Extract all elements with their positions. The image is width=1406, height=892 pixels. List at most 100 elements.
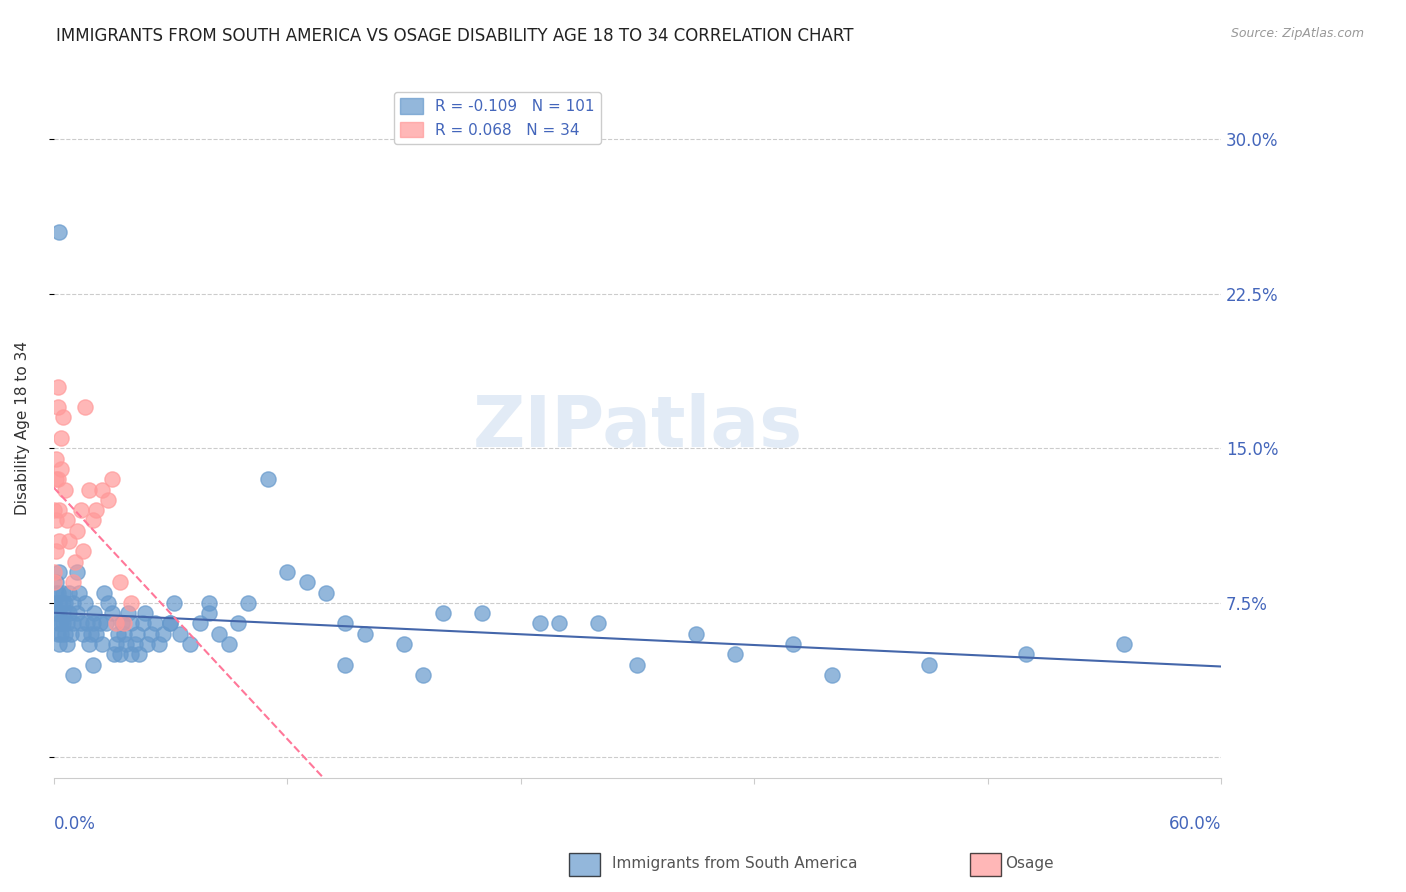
Text: ZIPatlas: ZIPatlas — [472, 393, 803, 462]
Point — [97, 596, 120, 610]
Point — [51, 462, 73, 476]
Point — [120, 648, 142, 662]
Point — [198, 596, 221, 610]
Point — [58, 585, 80, 599]
Point — [45, 472, 67, 486]
Point — [51, 627, 73, 641]
Point — [94, 616, 117, 631]
Point — [48, 606, 70, 620]
Point — [52, 616, 75, 631]
Point — [208, 627, 231, 641]
Point — [48, 596, 70, 610]
Text: Source: ZipAtlas.com: Source: ZipAtlas.com — [1230, 27, 1364, 40]
Point — [42, 575, 65, 590]
Point — [685, 627, 707, 641]
Point — [97, 492, 120, 507]
Point — [111, 616, 134, 631]
Point — [101, 472, 124, 486]
Point — [93, 585, 115, 599]
Point — [179, 637, 201, 651]
Point — [91, 483, 114, 497]
Point — [132, 616, 155, 631]
Point — [91, 637, 114, 651]
Point — [66, 524, 89, 538]
Point — [58, 606, 80, 620]
Point — [104, 637, 127, 651]
Point — [148, 637, 170, 651]
Point — [120, 616, 142, 631]
Point — [66, 565, 89, 579]
Point — [139, 627, 162, 641]
Point — [48, 534, 70, 549]
Point — [471, 606, 494, 620]
Point — [152, 627, 174, 641]
Point — [82, 657, 104, 672]
Point — [62, 616, 84, 631]
Point — [432, 606, 454, 620]
Text: 60.0%: 60.0% — [1168, 815, 1220, 833]
Point — [67, 585, 90, 599]
Point — [104, 616, 127, 631]
Point — [354, 627, 377, 641]
Point — [76, 616, 98, 631]
Point — [1112, 637, 1135, 651]
Point — [218, 637, 240, 651]
Point — [73, 400, 96, 414]
Point — [112, 616, 135, 631]
Point — [82, 616, 104, 631]
Point — [134, 606, 156, 620]
Text: Immigrants from South America: Immigrants from South America — [612, 856, 858, 871]
Point — [77, 637, 100, 651]
Point — [45, 585, 67, 599]
Point — [83, 606, 105, 620]
Point — [70, 503, 93, 517]
Point — [45, 544, 67, 558]
Point — [82, 513, 104, 527]
Point — [821, 668, 844, 682]
Point — [45, 451, 67, 466]
Point — [62, 575, 84, 590]
Point — [108, 575, 131, 590]
Point — [198, 606, 221, 620]
Point — [45, 513, 67, 527]
Point — [72, 544, 94, 558]
Point — [169, 627, 191, 641]
Point — [66, 606, 89, 620]
Point — [63, 555, 86, 569]
Point — [188, 616, 211, 631]
Point — [117, 606, 139, 620]
Point — [256, 472, 278, 486]
Point — [108, 648, 131, 662]
Point — [56, 637, 79, 651]
Point — [238, 596, 260, 610]
Point — [276, 565, 298, 579]
Point — [51, 616, 73, 631]
Point — [46, 616, 69, 631]
Point — [73, 596, 96, 610]
Point — [163, 596, 186, 610]
Point — [626, 657, 648, 672]
Point — [53, 483, 76, 497]
Point — [412, 668, 434, 682]
Y-axis label: Disability Age 18 to 34: Disability Age 18 to 34 — [15, 341, 30, 515]
Point — [723, 648, 745, 662]
Point — [42, 565, 65, 579]
Point — [782, 637, 804, 651]
Point — [72, 627, 94, 641]
Point — [52, 585, 75, 599]
Point — [86, 627, 108, 641]
Point — [46, 379, 69, 393]
Point — [45, 575, 67, 590]
Point — [136, 637, 159, 651]
Point — [101, 606, 124, 620]
Text: IMMIGRANTS FROM SOUTH AMERICA VS OSAGE DISABILITY AGE 18 TO 34 CORRELATION CHART: IMMIGRANTS FROM SOUTH AMERICA VS OSAGE D… — [56, 27, 853, 45]
Point — [1015, 648, 1038, 662]
Point — [46, 400, 69, 414]
Legend: R = -0.109   N = 101, R = 0.068   N = 34: R = -0.109 N = 101, R = 0.068 N = 34 — [394, 92, 600, 144]
Point — [588, 616, 610, 631]
Point — [918, 657, 941, 672]
Point — [159, 616, 181, 631]
Point — [56, 513, 79, 527]
Point — [56, 616, 79, 631]
Point — [70, 616, 93, 631]
